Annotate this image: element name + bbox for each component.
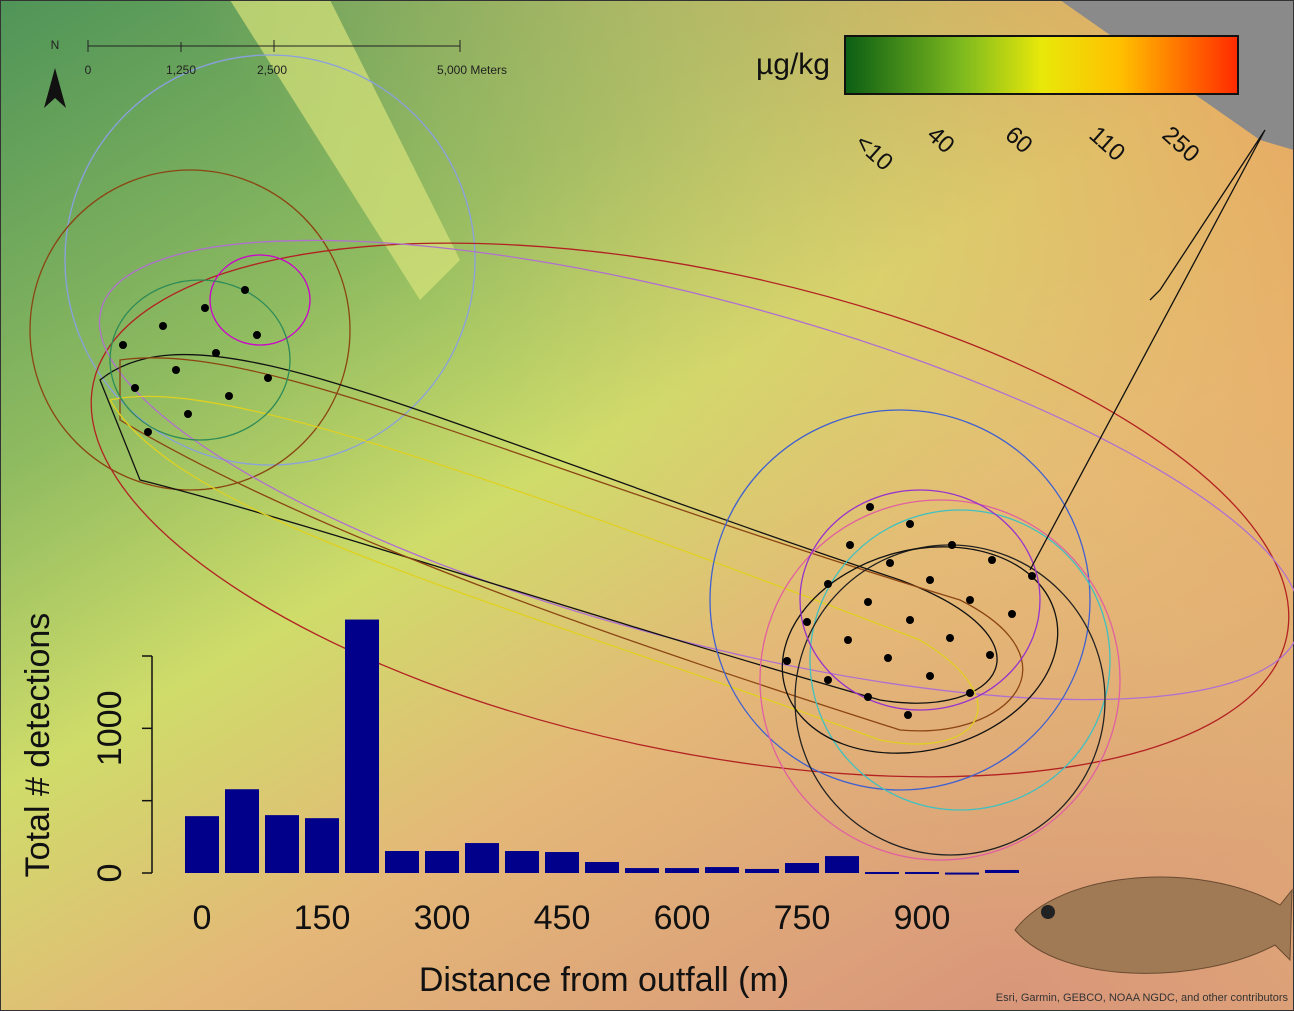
bar bbox=[225, 789, 259, 873]
scale-label: 1,250 bbox=[166, 63, 196, 77]
attribution: Esri, Garmin, GEBCO, NOAA NGDC, and othe… bbox=[996, 992, 1289, 1004]
scale-label: 0 bbox=[85, 63, 92, 77]
x-tick-label: 300 bbox=[414, 899, 471, 937]
y-tick-label: 0 bbox=[91, 864, 129, 883]
bar bbox=[705, 867, 739, 873]
bar bbox=[305, 818, 339, 873]
x-tick-label: 900 bbox=[894, 899, 951, 937]
x-tick-label: 150 bbox=[294, 899, 351, 937]
bar bbox=[185, 816, 219, 873]
bar bbox=[865, 872, 899, 874]
bar bbox=[545, 852, 579, 873]
y-tick-label: 1000 bbox=[91, 691, 129, 767]
bar bbox=[465, 843, 499, 873]
x-tick-label: 0 bbox=[193, 899, 212, 937]
north-label: N bbox=[51, 38, 60, 52]
bar bbox=[345, 620, 379, 873]
bar bbox=[745, 869, 779, 873]
colorbar-unit: µg/kg bbox=[756, 48, 830, 81]
x-tick-label: 600 bbox=[654, 899, 711, 937]
x-tick-label: 750 bbox=[774, 899, 831, 937]
scale-label: 2,500 bbox=[257, 63, 287, 77]
bar bbox=[785, 863, 819, 873]
bar bbox=[505, 851, 539, 873]
bar bbox=[665, 868, 699, 873]
bar bbox=[425, 851, 459, 873]
x-axis-title: Distance from outfall (m) bbox=[419, 961, 789, 999]
bar bbox=[585, 862, 619, 873]
scale-label: 5,000 Meters bbox=[437, 63, 507, 77]
bar bbox=[825, 856, 859, 873]
colorbar bbox=[845, 36, 1238, 94]
bar bbox=[385, 851, 419, 873]
x-tick-label: 450 bbox=[534, 899, 591, 937]
bar bbox=[265, 815, 299, 873]
bar bbox=[985, 870, 1019, 873]
map-figure: N 0 1,250 2,500 5,000 Meters µg/kg <10 4… bbox=[0, 0, 1294, 1011]
bar bbox=[625, 868, 659, 873]
bar bbox=[945, 873, 979, 875]
bar bbox=[905, 872, 939, 874]
y-axis-title: Total # detections bbox=[19, 613, 57, 878]
